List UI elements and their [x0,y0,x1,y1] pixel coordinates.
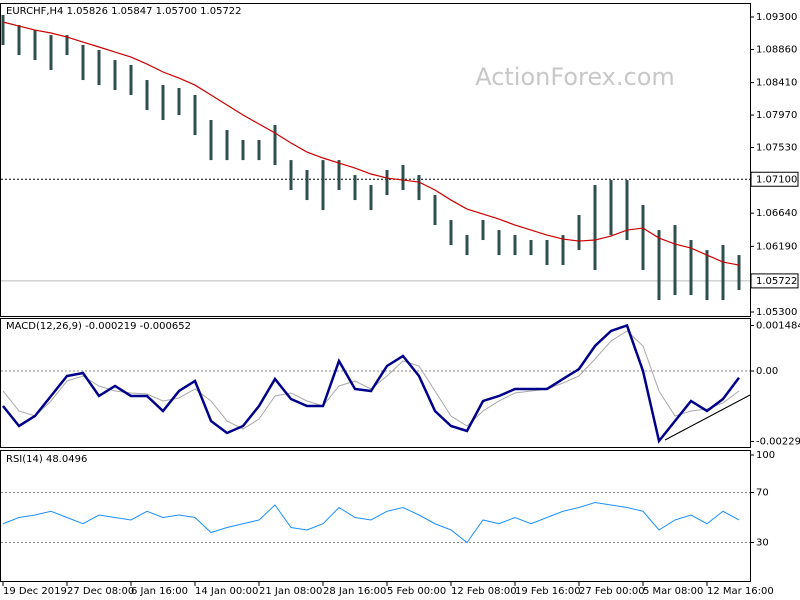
price-bar [241,140,245,161]
price-bar [641,205,645,271]
y-tick-label: 1.07970 [756,110,797,121]
price-bar [481,220,485,241]
price-bar [561,235,565,266]
y-tick-label: 1.07530 [756,143,797,154]
price-bar [193,95,197,136]
price-bar [545,240,549,266]
price-bar [145,80,149,111]
x-tick-label: 27 Dec 08:00 [67,586,134,597]
price-bar [129,64,133,96]
price-bar [1,14,5,46]
price-bar [353,175,357,201]
price-bar [177,88,181,116]
price-bar [17,25,21,56]
price-bar [257,140,261,161]
x-tick-label: 5 Mar 08:00 [643,586,703,597]
price-bar [305,170,309,201]
price-bar [337,160,341,191]
price-bar [737,255,741,291]
y-tick-label: 1.09300 [756,12,797,23]
price-bar [385,170,389,196]
price-bar [81,45,85,81]
price-title: EURCHF,H4 1.05826 1.05847 1.05700 1.0572… [6,6,242,17]
level-label: 1.07100 [756,174,797,185]
y-tick-label: -0.002297 [756,436,800,447]
x-tick-label: 6 Jan 16:00 [131,586,188,597]
price-bar [465,235,469,256]
y-tick-label: 1.05300 [756,307,797,318]
x-tick-label: 28 Jan 16:00 [323,586,386,597]
y-tick-label: 1.08410 [756,78,797,89]
macd-line [2,323,740,444]
price-bar [721,245,725,301]
price-bar [161,85,165,121]
x-tick-label: 12 Mar 16:00 [707,586,774,597]
price-bar [225,130,229,161]
price-panel [0,3,751,317]
watermark: ActionForex.com [475,63,675,91]
price-bar [417,175,421,201]
price-bar [513,235,517,256]
y-tick-label: 1.08860 [756,44,797,55]
y-tick-label: 70 [756,488,769,499]
y-tick-label: 1.06190 [756,241,797,252]
price-bar [657,230,661,301]
price-bar [449,220,453,246]
y-tick-label: 0.00 [756,366,778,377]
x-tick-label: 19 Feb 16:00 [515,586,581,597]
macd-panel [0,318,751,448]
price-bar [673,225,677,296]
price-bar [529,240,533,256]
price-bar [689,240,693,296]
x-tick-label: 5 Feb 00:00 [387,586,446,597]
price-bar [321,160,325,211]
y-tick-label: 0.001484 [756,320,800,331]
rsi-title: RSI(14) 48.0496 [6,454,87,465]
price-bar [401,165,405,191]
price-bar [289,160,293,191]
x-tick-label: 19 Dec 2019 [3,586,67,597]
price-bar [593,185,597,271]
price-bar [65,35,69,56]
price-bar [113,60,117,91]
x-tick-label: 21 Jan 08:00 [259,586,322,597]
price-bar [209,120,213,161]
last-price-label: 1.05722 [756,276,797,287]
price-bar [33,30,37,61]
rsi-line [2,501,740,544]
trendline [664,394,751,441]
price-bar [433,195,437,226]
x-tick-label: 12 Feb 08:00 [451,586,517,597]
price-bar [97,50,101,86]
price-bar [49,35,53,71]
y-tick-label: 100 [756,450,775,461]
price-bar [497,230,501,256]
y-tick-label: 30 [756,538,769,549]
price-bar [577,215,581,251]
level-box [750,171,799,187]
y-tick-label: 1.06640 [756,208,797,219]
x-tick-label: 14 Jan 00:00 [195,586,258,597]
price-bar [609,180,613,236]
last-price-box [750,273,799,289]
price-bar [369,185,373,211]
macd-title: MACD(12,26,9) -0.000219 -0.000652 [6,321,191,332]
price-bar [273,125,277,166]
price-bar [705,250,709,301]
x-tick-label: 27 Feb 00:00 [579,586,645,597]
price-bar [625,180,629,241]
rsi-panel [0,450,751,582]
moving-average [2,21,740,266]
